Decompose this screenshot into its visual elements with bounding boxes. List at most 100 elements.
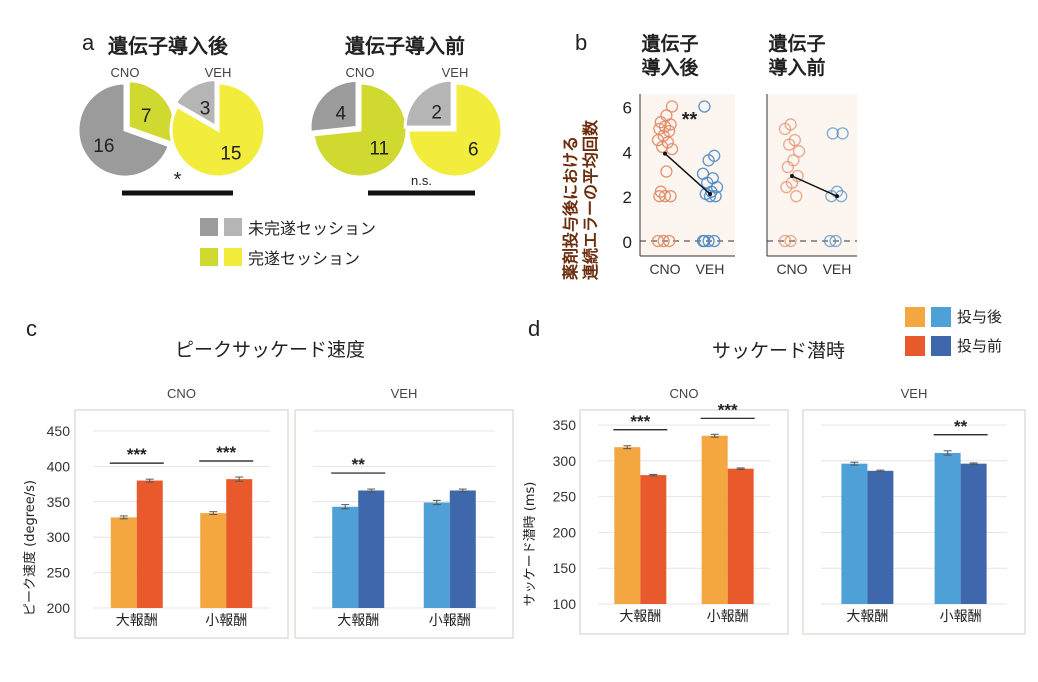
- pie-slice-complete: [311, 81, 409, 179]
- subplot-frame: [802, 409, 1026, 635]
- chart-c-title: ピークサッケード速度: [175, 339, 366, 361]
- data-point-cno: [792, 145, 806, 158]
- legend-label-after: 投与後: [957, 308, 1003, 326]
- data-point-veh: [702, 234, 715, 248]
- significance-label: ***: [630, 412, 650, 431]
- data-point-veh: [829, 234, 842, 248]
- pie-slice-incomplete: [308, 78, 359, 134]
- data-point-veh: [709, 190, 722, 203]
- bar-大報酬-投与後: [841, 463, 868, 604]
- data-point-cno: [787, 154, 800, 167]
- scatter-charts: 薬剤投与後における 連続エラーの平均回数 遺伝子導入後 0 2 4 6 CNO VEH ** 遺伝子…: [561, 32, 857, 281]
- data-point-cno: [654, 185, 667, 198]
- mean-connector-line: [791, 175, 838, 197]
- bar-大報酬-投与後: [614, 447, 641, 604]
- subplot-frame: [74, 409, 289, 639]
- pie-slice-incomplete: [403, 78, 454, 129]
- y-tick-label: 350: [553, 417, 577, 433]
- bar-小報酬-投与前: [226, 479, 253, 608]
- bar-小報酬-投与前: [960, 463, 987, 604]
- pie-slice-complete: [169, 81, 267, 179]
- data-point-cno: [790, 190, 803, 203]
- data-point-cno: [660, 109, 673, 122]
- panel-letter-a: a: [82, 30, 95, 55]
- scatter-title-line: 導入後: [641, 56, 699, 79]
- x-tick-label: 小報酬: [940, 609, 982, 625]
- subplot-title-veh: VEH: [391, 386, 418, 401]
- pie-value-complete: 7: [141, 106, 152, 127]
- pie-legend: 未完遂セッション 完遂セッション: [200, 215, 376, 269]
- mean-point-veh: [708, 191, 712, 196]
- y-tick-label: 6: [623, 98, 632, 117]
- bar-小報酬-投与後: [701, 435, 728, 604]
- legend-swatch-after-cno: [905, 306, 925, 327]
- y-tick-label: 2: [623, 188, 632, 207]
- scatter-title-line: 遺伝子: [641, 32, 698, 55]
- x-tick-label: 小報酬: [707, 609, 749, 625]
- subplot-title-veh: VEH: [901, 386, 928, 401]
- pie-group-title-before: 遺伝子導入前: [345, 34, 465, 58]
- subplot-frame: [579, 409, 789, 635]
- y-tick-label: 300: [553, 453, 577, 469]
- y-tick-label: 200: [47, 600, 71, 616]
- bar-大報酬-投与前: [358, 490, 385, 608]
- bar-大報酬-投与前: [136, 480, 163, 608]
- legend-swatch-complete-cno: [200, 248, 218, 266]
- pie-charts: CNO 7 16 VEH 15 3 * CNO 11 4 VEH 6 2 n.s.: [76, 65, 504, 196]
- y-tick-label: 100: [553, 596, 577, 612]
- pie-value-incomplete: 2: [431, 103, 442, 124]
- y-axis-label: ピーク速度 (degree/s): [22, 480, 38, 616]
- pie-value-complete: 6: [468, 139, 479, 160]
- x-tick-label: 大報酬: [116, 613, 158, 629]
- data-point-veh: [826, 127, 839, 140]
- legend-swatch-before-veh: [931, 335, 951, 356]
- subplot-title-cno: CNO: [167, 386, 196, 401]
- legend-swatch-incomplete-cno: [200, 218, 218, 236]
- data-point-veh: [708, 149, 721, 162]
- pie-label-cno: CNO: [111, 65, 140, 80]
- significance-label: n.s.: [411, 173, 432, 188]
- x-tick-label: 小報酬: [205, 613, 247, 629]
- data-point-cno: [788, 133, 801, 147]
- legend-label-incomplete: 未完遂セッション: [248, 219, 377, 238]
- panel-letter-b: b: [575, 30, 588, 55]
- pie-value-incomplete: 3: [200, 99, 211, 120]
- mean-point-cno: [663, 151, 667, 156]
- chart-d-title: サッケード潜時: [712, 340, 846, 362]
- legend-label-complete: 完遂セッション: [248, 249, 361, 268]
- data-point-veh: [706, 172, 719, 185]
- x-tick-label: 大報酬: [337, 613, 379, 629]
- scatter-title-line: 導入前: [768, 56, 825, 79]
- bar-小報酬-投与前: [449, 490, 476, 608]
- y-tick-label: 250: [553, 489, 577, 505]
- data-point-veh: [698, 234, 711, 248]
- data-point-veh: [698, 100, 711, 113]
- pie-label-cno: CNO: [346, 65, 375, 80]
- y-tick-label: 250: [47, 565, 71, 581]
- bar-大報酬-投与後: [332, 506, 359, 608]
- y-axis-label-line: 薬剤投与後における: [561, 136, 580, 281]
- mean-connector-line: [664, 153, 711, 195]
- data-point-cno: [660, 165, 673, 178]
- data-point-cno: [664, 190, 677, 203]
- y-tick-label: 400: [47, 458, 71, 474]
- pie-label-veh: VEH: [442, 65, 469, 80]
- legend-swatch-incomplete-veh: [224, 218, 242, 236]
- y-tick-label: 450: [47, 423, 71, 439]
- legend-item-incomplete: 未完遂セッション: [200, 215, 376, 239]
- data-point-cno: [665, 142, 679, 156]
- mean-point-veh: [835, 194, 839, 199]
- bar-小報酬-投与後: [200, 513, 227, 608]
- data-point-cno: [665, 100, 679, 113]
- data-point-cno: [778, 234, 792, 248]
- data-point-cno: [663, 234, 676, 248]
- legend-label-before: 投与前: [957, 337, 1003, 355]
- legend-item-complete: 完遂セッション: [200, 245, 376, 269]
- x-tick-label: CNO: [776, 261, 807, 277]
- bar-chart-d: サッケード潜時 (ms) 100 150 200 250 300 350 CNO 大報酬 *** 小…: [523, 386, 1026, 635]
- data-point-veh: [708, 234, 721, 248]
- data-point-cno: [658, 190, 672, 203]
- bar-大報酬-投与前: [867, 470, 894, 604]
- y-tick-label: 200: [553, 524, 577, 540]
- mean-point-cno: [790, 174, 794, 178]
